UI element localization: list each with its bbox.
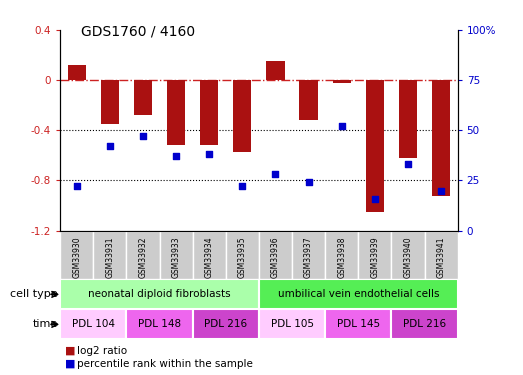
Text: GSM33934: GSM33934 <box>204 237 214 278</box>
Bar <box>391 231 425 279</box>
Text: ■: ■ <box>65 359 76 369</box>
Text: GSM33936: GSM33936 <box>271 237 280 278</box>
Point <box>205 152 213 157</box>
Bar <box>127 309 192 339</box>
Point <box>437 188 445 194</box>
Bar <box>233 80 252 152</box>
Text: PDL 148: PDL 148 <box>138 320 181 329</box>
Text: neonatal diploid fibroblasts: neonatal diploid fibroblasts <box>88 290 231 299</box>
Text: ■: ■ <box>65 346 76 355</box>
Bar <box>259 231 292 279</box>
Bar <box>127 231 160 279</box>
Text: PDL 105: PDL 105 <box>270 320 313 329</box>
Text: GSM33938: GSM33938 <box>337 237 346 278</box>
Bar <box>425 231 458 279</box>
Text: PDL 216: PDL 216 <box>204 320 247 329</box>
Text: GSM33939: GSM33939 <box>370 237 379 278</box>
Bar <box>333 80 351 82</box>
Point <box>238 183 246 189</box>
Point <box>271 171 280 177</box>
Bar <box>325 309 391 339</box>
Bar <box>93 231 127 279</box>
Text: PDL 216: PDL 216 <box>403 320 446 329</box>
Bar <box>192 231 226 279</box>
Point <box>337 123 346 129</box>
Text: GSM33937: GSM33937 <box>304 237 313 278</box>
Bar <box>60 231 93 279</box>
Text: GSM33933: GSM33933 <box>172 237 180 278</box>
Bar <box>432 80 450 195</box>
Text: GSM33931: GSM33931 <box>105 237 115 278</box>
Point <box>371 195 379 201</box>
Bar <box>226 231 259 279</box>
Text: percentile rank within the sample: percentile rank within the sample <box>77 359 253 369</box>
Text: PDL 145: PDL 145 <box>337 320 380 329</box>
Bar <box>134 80 152 115</box>
Bar <box>325 231 358 279</box>
Bar <box>167 80 185 146</box>
Bar <box>67 65 86 80</box>
Text: GDS1760 / 4160: GDS1760 / 4160 <box>81 24 195 38</box>
Text: GSM33941: GSM33941 <box>437 237 446 278</box>
Bar <box>200 80 218 146</box>
Text: GSM33930: GSM33930 <box>72 237 81 278</box>
Bar <box>399 80 417 158</box>
Point <box>172 153 180 159</box>
Bar <box>101 80 119 124</box>
Bar <box>259 309 325 339</box>
Point <box>106 143 114 149</box>
Point <box>139 134 147 140</box>
Point <box>304 180 313 186</box>
Text: GSM33932: GSM33932 <box>139 237 147 278</box>
Bar <box>300 80 317 120</box>
Text: time: time <box>32 320 58 329</box>
Bar <box>366 80 384 212</box>
Text: log2 ratio: log2 ratio <box>77 346 127 355</box>
Bar <box>266 62 285 80</box>
Bar <box>259 279 458 309</box>
Text: GSM33935: GSM33935 <box>238 237 247 278</box>
Bar <box>391 309 458 339</box>
Point <box>73 183 81 189</box>
Bar <box>192 309 259 339</box>
Bar <box>358 231 391 279</box>
Bar <box>292 231 325 279</box>
Bar <box>60 279 259 309</box>
Text: cell type: cell type <box>10 290 58 299</box>
Text: umbilical vein endothelial cells: umbilical vein endothelial cells <box>278 290 439 299</box>
Bar <box>160 231 192 279</box>
Text: GSM33940: GSM33940 <box>403 237 413 278</box>
Point <box>404 161 412 167</box>
Bar <box>60 309 127 339</box>
Text: PDL 104: PDL 104 <box>72 320 115 329</box>
